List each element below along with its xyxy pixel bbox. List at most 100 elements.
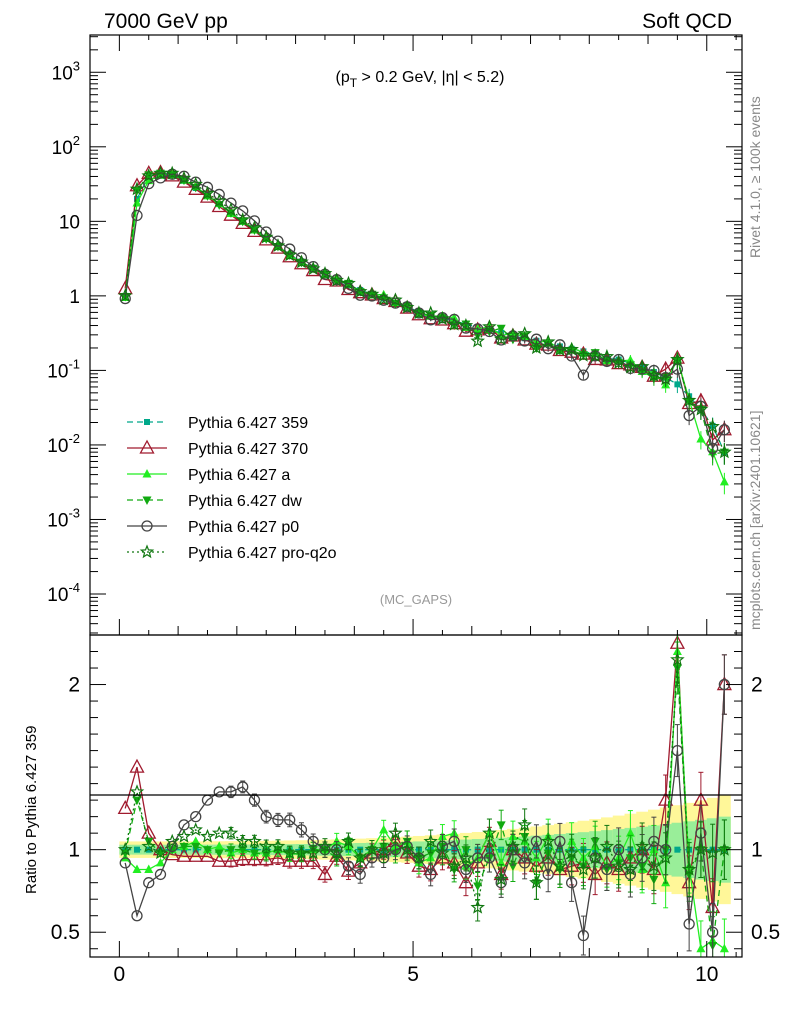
- ratio-point: [587, 866, 603, 881]
- main-point: [343, 279, 353, 289]
- ratio-point: [458, 874, 474, 889]
- ratio-point: [305, 845, 321, 860]
- ratio-point: [191, 842, 201, 852]
- main-point: [223, 202, 239, 216]
- main-point: [153, 165, 168, 180]
- ratio-point: [144, 837, 154, 847]
- main-point: [411, 305, 427, 320]
- main-point: [329, 272, 344, 287]
- x-tick-label: 0: [114, 963, 126, 986]
- main-point: [213, 188, 225, 201]
- ratio-frame: [89, 634, 743, 958]
- ratio-point: [294, 845, 309, 860]
- ratio-point: [448, 835, 460, 848]
- y-tick-label-ratio-right: 1: [751, 839, 763, 862]
- rivet-note: Rivet 4.1.0, ≥ 100k events: [747, 96, 763, 258]
- ratio-point: [493, 871, 509, 886]
- ratio-point: [155, 857, 165, 867]
- main-point: [129, 181, 145, 196]
- main-point: [517, 326, 532, 340]
- ratio-point: [167, 846, 177, 855]
- main-point: [248, 215, 261, 227]
- ratio-point: [599, 838, 615, 853]
- main-point: [176, 170, 192, 185]
- ratio-line-3: [124, 667, 726, 946]
- main-point: [399, 299, 415, 314]
- ratio-point: [332, 836, 342, 845]
- ratio-point: [247, 833, 262, 848]
- axes: 0 5 10 10-4 10-3 10-2 10-1 1 10 102 103 0.5 0.5 1 1 2 2: [47, 35, 780, 986]
- ratio-point: [223, 825, 239, 840]
- main-point: [188, 176, 203, 191]
- y-tick-label-main: 1: [69, 287, 80, 308]
- main-point: [435, 311, 450, 326]
- ratio-point: [214, 841, 224, 850]
- ratio-point: [564, 845, 579, 860]
- main-point: [530, 333, 543, 345]
- ratio-point: [235, 833, 250, 848]
- ratio-point: [213, 786, 225, 798]
- ratio-point: [211, 825, 227, 840]
- main-point: [272, 235, 284, 247]
- main-point: [211, 193, 227, 208]
- y-tick-label-main: 10: [59, 212, 80, 233]
- ratio-point: [683, 918, 695, 930]
- main-point: [564, 341, 579, 356]
- legend-marker: [139, 544, 155, 559]
- ratio-point: [117, 842, 133, 856]
- main-point: [482, 319, 497, 333]
- ratio-point: [482, 825, 497, 840]
- main-point: [646, 367, 662, 382]
- ratio-point: [623, 861, 638, 876]
- ratio-point: [214, 849, 224, 858]
- ratio-point: [625, 828, 635, 837]
- main-point: [681, 392, 697, 407]
- ratio-point: [674, 846, 681, 853]
- ratio-point: [519, 857, 531, 869]
- main-point: [693, 401, 709, 416]
- ratio-point: [117, 800, 133, 815]
- legend-marker: [142, 469, 152, 478]
- main-point: [505, 327, 521, 342]
- main-point: [332, 277, 342, 287]
- ratio-point: [166, 840, 178, 853]
- legend-marker: [141, 520, 153, 532]
- legend-marker: [142, 496, 152, 505]
- main-point: [458, 317, 474, 332]
- y-tick-label-main: 10-1: [47, 356, 80, 382]
- main-point: [540, 334, 556, 349]
- main-point: [200, 185, 215, 200]
- ratio-point: [179, 842, 189, 852]
- legend-label: Pythia 6.427 a: [188, 467, 290, 484]
- main-point: [378, 294, 390, 306]
- main-point: [529, 340, 544, 355]
- ratio-point: [425, 868, 437, 881]
- ratio-point: [249, 849, 259, 858]
- ratio-point: [129, 758, 145, 773]
- main-point: [388, 292, 403, 307]
- ratio-point: [470, 899, 485, 914]
- legend-marker: [139, 439, 155, 454]
- ratio-point: [379, 824, 389, 834]
- ratio-point: [131, 910, 143, 922]
- ratio-point: [237, 781, 249, 793]
- main-point: [237, 205, 249, 217]
- ratio-point: [352, 850, 368, 865]
- ratio-point: [305, 852, 321, 867]
- ratio-point: [646, 858, 662, 873]
- ratio-point: [658, 850, 673, 865]
- main-point: [376, 291, 391, 306]
- main-point: [495, 334, 507, 346]
- ratio-point: [258, 838, 274, 853]
- x-tick-label: 5: [407, 963, 419, 986]
- main-point: [552, 342, 568, 357]
- main-line-1: [124, 171, 725, 442]
- legend-label: Pythia 6.427 359: [188, 415, 308, 432]
- ratio-point: [246, 851, 263, 866]
- cut-label: (pT > 0.2 GeV, |η| < 5.2): [336, 69, 505, 90]
- y-tick-label-ratio: 0.5: [51, 921, 80, 944]
- ratio-point: [530, 835, 543, 848]
- ratio-point: [472, 852, 484, 864]
- ratio-point: [540, 833, 556, 848]
